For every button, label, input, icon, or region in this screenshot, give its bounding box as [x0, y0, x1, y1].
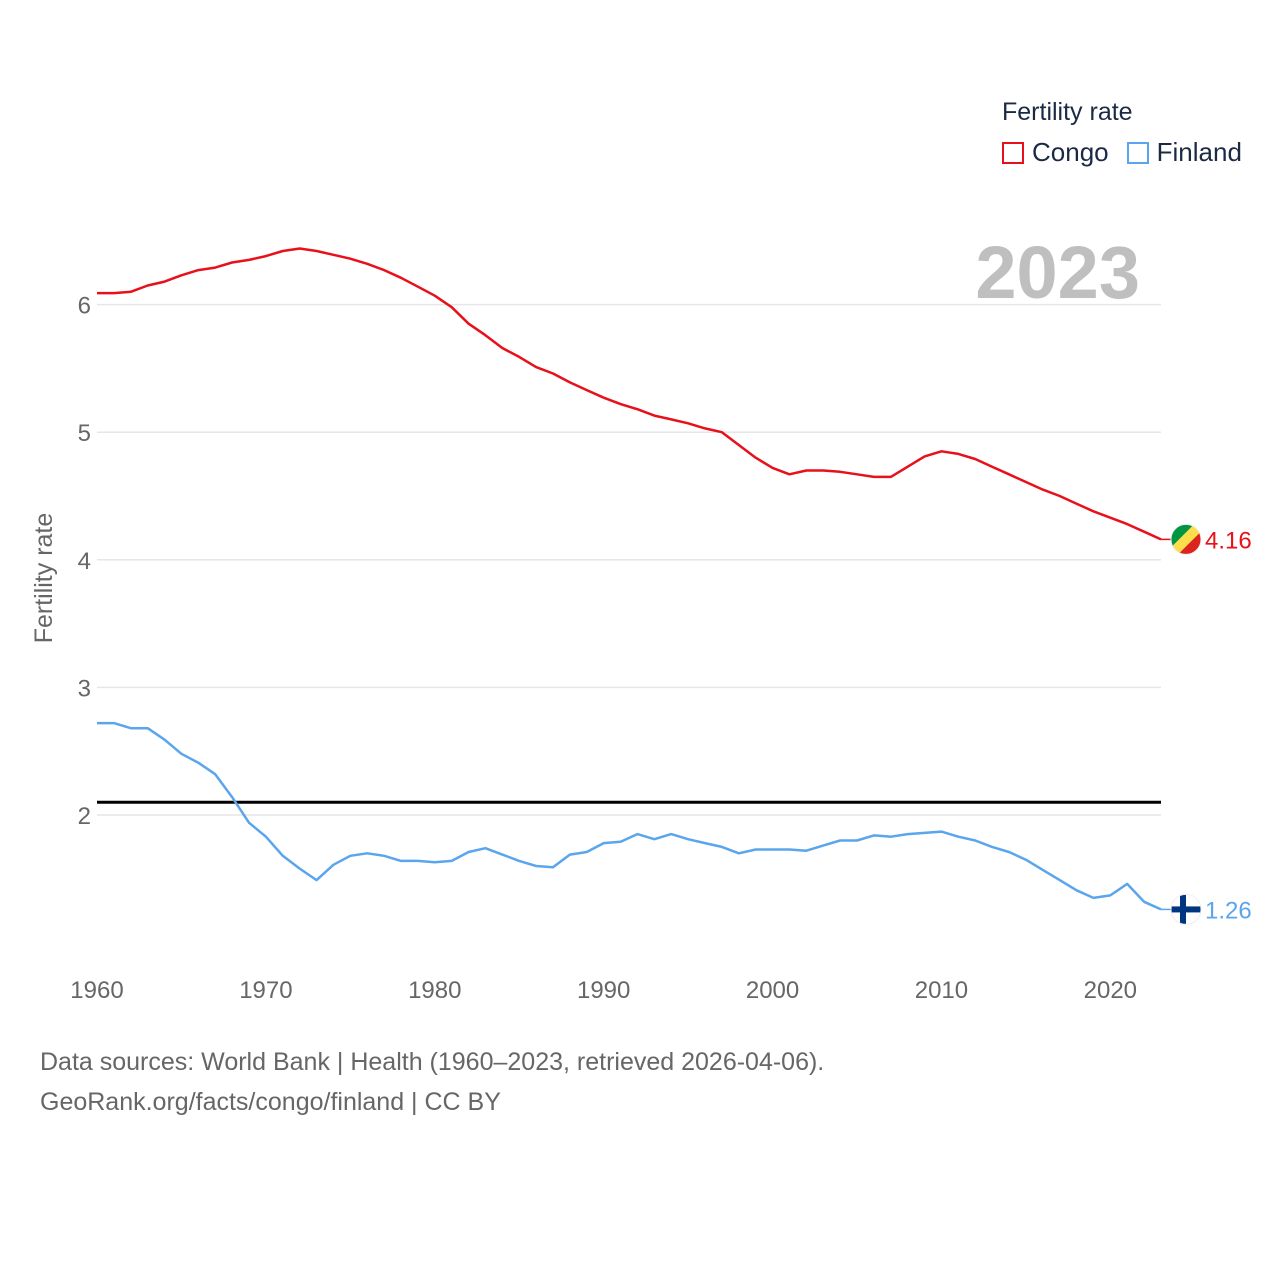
legend: Fertility rate Congo Finland: [1002, 98, 1260, 168]
gridlines: [97, 303, 1161, 816]
end-value-label-congo: 4.16: [1205, 527, 1252, 554]
y-tick-label: 4: [78, 548, 91, 575]
end-value-label-finland: 1.26: [1205, 897, 1252, 924]
sources-line-1: Data sources: World Bank | Health (1960–…: [40, 1048, 825, 1076]
series-layer: 4.16 1.26: [97, 247, 1252, 925]
legend-label-finland: Finland: [1156, 137, 1242, 167]
y-axis-label: Fertility rate: [30, 513, 58, 644]
x-tick-label: 1980: [408, 977, 461, 1004]
x-tick-label: 1990: [577, 977, 630, 1004]
y-axis-ticks: 2 3 4 5 6: [78, 293, 91, 830]
legend-swatch-congo: [1002, 141, 1024, 164]
sources-line-2: GeoRank.org/facts/congo/finland | CC BY: [40, 1088, 501, 1116]
x-tick-label: 2000: [746, 977, 799, 1004]
legend-title: Fertility rate: [1002, 98, 1133, 126]
legend-item-finland[interactable]: Finland: [1126, 137, 1242, 168]
legend-label-congo: Congo: [1032, 137, 1109, 167]
series-line-finland: [97, 721, 1162, 911]
legend-swatch-finland: [1126, 141, 1149, 164]
x-tick-label: 2020: [1084, 977, 1137, 1004]
legend-item-congo[interactable]: Congo: [1002, 137, 1109, 168]
x-tick-label: 2010: [915, 977, 968, 1004]
y-tick-label: 5: [78, 420, 91, 447]
y-tick-label: 2: [78, 803, 91, 830]
congo-flag-icon: [1170, 523, 1202, 555]
year-label: 2023: [975, 231, 1140, 314]
series-line-congo: [97, 247, 1162, 541]
y-tick-label: 3: [78, 675, 91, 702]
x-axis-ticks: 1960 1970 1980 1990 2000 2010 2020: [70, 977, 1137, 1004]
finland-flag-icon: [1170, 893, 1202, 925]
y-tick-label: 6: [78, 293, 91, 320]
legend-items: Congo Finland: [1002, 137, 1260, 168]
x-tick-label: 1960: [70, 977, 123, 1004]
data-sources: Data sources: World Bank | Health (1960–…: [40, 1042, 824, 1122]
x-tick-label: 1970: [239, 977, 292, 1004]
